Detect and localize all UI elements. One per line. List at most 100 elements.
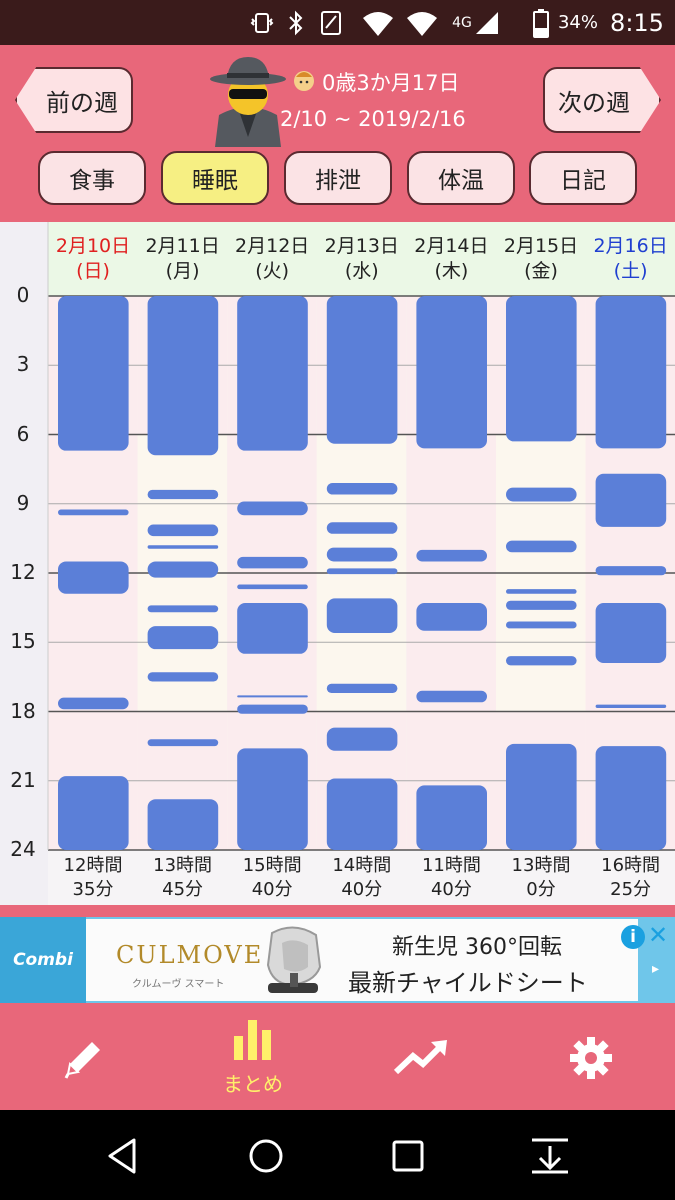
sleep-segment[interactable]: [326, 683, 398, 694]
y-tick-label: 21: [10, 767, 36, 792]
wifi-calling-icon: [358, 0, 398, 45]
tab-sleep-label: 睡眠: [192, 168, 238, 194]
avatar[interactable]: [205, 51, 291, 147]
sleep-segment[interactable]: [326, 778, 398, 850]
sleep-segment[interactable]: [147, 489, 219, 500]
sleep-segment[interactable]: [147, 626, 219, 650]
tab-sleep[interactable]: 睡眠: [161, 151, 269, 205]
nav-summary[interactable]: まとめ: [193, 1005, 313, 1110]
sleep-segment[interactable]: [58, 509, 129, 516]
sleep-segment[interactable]: [147, 296, 219, 456]
sleep-segment[interactable]: [237, 695, 308, 698]
ad-info-icon[interactable]: i: [621, 925, 645, 949]
sleep-segment[interactable]: [58, 561, 129, 594]
sleep-segment[interactable]: [237, 603, 308, 654]
nav-settings[interactable]: [531, 1005, 651, 1110]
battery-percent: 34%: [557, 12, 598, 33]
sleep-segment[interactable]: [237, 748, 308, 850]
sleep-segment[interactable]: [326, 568, 398, 575]
ad-close-icon[interactable]: ✕: [648, 921, 669, 949]
sleep-segment[interactable]: [506, 656, 577, 666]
daily-total: 13時間 0分: [496, 854, 586, 902]
status-bar: 4G 34% 8:15: [0, 0, 675, 45]
sleep-chart-plot: [0, 222, 675, 905]
y-tick-label: 24: [10, 837, 36, 861]
sleep-segment[interactable]: [506, 487, 577, 502]
sleep-segment[interactable]: [506, 540, 577, 553]
daily-total-minutes: 25分: [610, 879, 652, 900]
tab-diary[interactable]: 日記: [529, 151, 637, 205]
day-header: 2月10日 (日): [48, 234, 138, 284]
sleep-segment[interactable]: [506, 621, 577, 629]
ad-logo[interactable]: Combi: [0, 917, 86, 1003]
ad-body[interactable]: CULMOVE クルムーヴ スマート 新生児 360°回転 最新チャイルドシート: [86, 919, 638, 1001]
gear-icon: [570, 1036, 612, 1079]
sleep-segment[interactable]: [595, 704, 667, 709]
recents-icon[interactable]: [384, 1132, 432, 1180]
sleep-segment[interactable]: [595, 296, 667, 449]
sleep-segment[interactable]: [147, 672, 219, 682]
nav-record[interactable]: [24, 1005, 144, 1110]
sleep-segment[interactable]: [58, 697, 129, 710]
sleep-segment[interactable]: [237, 584, 308, 590]
sleep-segment[interactable]: [595, 603, 667, 664]
sleep-segment[interactable]: [506, 600, 577, 610]
sleep-segment[interactable]: [416, 785, 487, 850]
next-week-label: 次の週: [558, 88, 630, 117]
sleep-segment[interactable]: [595, 566, 667, 576]
sleep-segment[interactable]: [326, 522, 398, 534]
home-icon[interactable]: [242, 1132, 290, 1180]
day-date: 2月10日: [55, 235, 131, 257]
sleep-segment[interactable]: [416, 603, 487, 631]
sleep-segment[interactable]: [58, 296, 129, 451]
sleep-segment[interactable]: [326, 296, 398, 444]
day-weekday: (日): [76, 260, 110, 282]
sleep-segment[interactable]: [147, 545, 219, 549]
sleep-segment[interactable]: [237, 556, 308, 569]
sleep-segment[interactable]: [147, 524, 219, 537]
sleep-segment[interactable]: [147, 561, 219, 578]
sleep-segment[interactable]: [595, 473, 667, 527]
sleep-segment[interactable]: [326, 598, 398, 634]
tab-excretion[interactable]: 排泄: [284, 151, 392, 205]
sleep-segment[interactable]: [147, 605, 219, 613]
daily-total-hours: 16時間: [601, 855, 661, 876]
sleep-segment[interactable]: [326, 482, 398, 495]
sleep-segment[interactable]: [416, 296, 487, 449]
vibrate-icon: [246, 0, 278, 45]
sleep-segment[interactable]: [237, 501, 308, 516]
hide-nav-icon[interactable]: [526, 1132, 574, 1180]
daily-total: 13時間 45分: [138, 854, 228, 902]
daily-total-minutes: 35分: [72, 879, 114, 900]
sleep-segment[interactable]: [147, 799, 219, 850]
sleep-segment[interactable]: [595, 746, 667, 850]
tab-meal[interactable]: 食事: [38, 151, 146, 205]
daily-total-hours: 13時間: [511, 855, 571, 876]
sleep-segment[interactable]: [58, 776, 129, 850]
ad-brand: CULMOVE: [116, 941, 264, 969]
sleep-segment[interactable]: [506, 296, 577, 442]
sleep-segment[interactable]: [326, 727, 398, 751]
y-tick-label: 18: [10, 698, 36, 723]
sleep-segment[interactable]: [326, 547, 398, 562]
pencil-icon: [64, 1041, 100, 1079]
sleep-segment[interactable]: [416, 549, 487, 562]
day-weekday: (土): [613, 260, 648, 282]
back-icon[interactable]: [100, 1132, 148, 1180]
sleep-segment[interactable]: [237, 704, 308, 714]
y-tick-label: 15: [10, 629, 36, 654]
sleep-segment[interactable]: [416, 690, 487, 703]
tab-excretion-label: 排泄: [315, 168, 361, 194]
sleep-segment[interactable]: [237, 296, 308, 451]
nav-trends[interactable]: [362, 1005, 482, 1110]
tab-temperature[interactable]: 体温: [407, 151, 515, 205]
sleep-segment[interactable]: [506, 743, 577, 850]
daily-total-hours: 12時間: [63, 855, 123, 876]
sleep-segment[interactable]: [147, 739, 219, 747]
next-week-button[interactable]: 次の週: [543, 67, 661, 133]
sleep-segment[interactable]: [506, 589, 577, 594]
ad-arrow-icon[interactable]: ▸: [652, 961, 660, 977]
daily-total: 14時間 40分: [317, 854, 407, 902]
ad-banner[interactable]: Combi CULMOVE クルムーヴ スマート 新生児 360°回転 最新チャ…: [0, 917, 675, 1003]
prev-week-button[interactable]: 前の週: [15, 67, 133, 133]
